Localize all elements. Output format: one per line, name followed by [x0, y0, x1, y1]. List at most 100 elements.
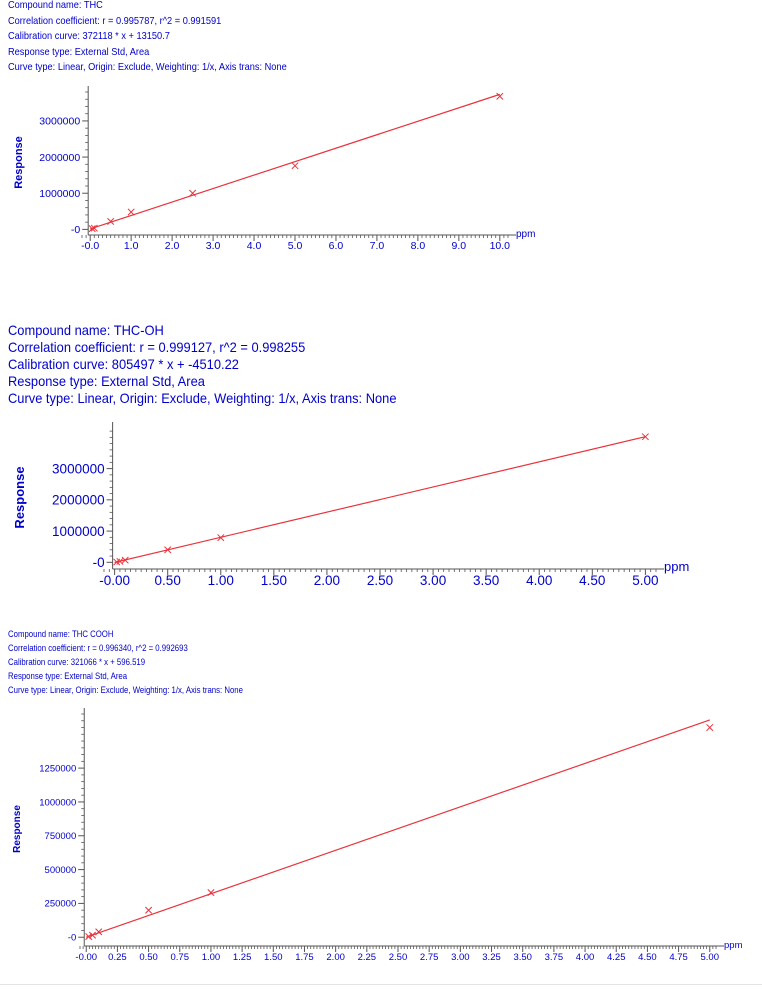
x-tick-label: 7.0: [370, 240, 385, 252]
y-tick-label: 2000000: [52, 493, 105, 508]
data-point: [291, 162, 299, 170]
y-tick-label: 250000: [45, 899, 77, 910]
x-tick-label: 3.00: [420, 573, 446, 588]
compound-name: Compound name: THC COOH: [8, 629, 114, 640]
x-tick-label: 9.0: [452, 240, 467, 252]
calibration-line: [90, 93, 500, 230]
compound-name: Compound name: THC-OH: [8, 322, 164, 338]
data-point: [85, 933, 93, 941]
x-tick-label: 3.50: [513, 952, 532, 963]
y-tick-label: 500000: [45, 865, 77, 876]
calibration-curve: Calibration curve: 372118 * x + 13150.7: [8, 30, 170, 42]
x-tick-label: 0.50: [155, 573, 181, 588]
calibration-curve: Calibration curve: 805497 * x + -4510.22: [8, 356, 239, 372]
x-axis-label: ppm: [516, 229, 535, 240]
divider: [0, 984, 762, 985]
y-tick-label: 1250000: [39, 763, 76, 774]
data-point: [641, 433, 649, 441]
x-tick-label: 1.50: [264, 952, 283, 963]
response-type: Response type: External Std, Area: [8, 671, 128, 682]
data-point: [88, 225, 96, 233]
x-tick-label: 6.0: [329, 240, 344, 252]
x-tick-label: 1.0: [124, 240, 139, 252]
y-tick-label: 3000000: [52, 461, 105, 476]
data-point: [121, 556, 129, 564]
calibration-panel-thc-cooh: Compound name: THC COOH Correlation coef…: [0, 628, 762, 983]
x-tick-label: 3.0: [206, 240, 221, 252]
data-point: [496, 92, 504, 100]
x-tick-label: 4.50: [579, 573, 605, 588]
x-axis-label: ppm: [664, 559, 689, 574]
curve-type: Curve type: Linear, Origin: Exclude, Wei…: [8, 390, 397, 406]
data-point: [127, 208, 135, 216]
data-point: [706, 723, 714, 732]
calibration-panel-thc: Compound name: THC Correlation coefficie…: [0, 0, 762, 270]
x-tick-label: 4.75: [669, 952, 688, 963]
data-point: [217, 534, 225, 542]
data-point: [145, 906, 153, 914]
curve-type: Curve type: Linear, Origin: Exclude, Wei…: [8, 61, 287, 73]
y-tick-label: 750000: [45, 831, 77, 842]
x-tick-label: 1.00: [202, 952, 221, 963]
x-tick-label: 1.00: [208, 573, 234, 588]
x-tick-label: 4.00: [526, 573, 552, 588]
compound-name: Compound name: THC: [8, 0, 103, 11]
x-tick-label: 1.50: [261, 573, 287, 588]
y-tick-label: 1000000: [39, 797, 76, 808]
correlation-coefficient: Correlation coefficient: r = 0.999127, r…: [8, 339, 306, 355]
calibration-curve: Calibration curve: 321066 * x + 596.519: [8, 657, 146, 668]
data-point: [90, 224, 98, 232]
x-tick-label: 2.00: [326, 952, 345, 963]
x-tick-label: 2.00: [314, 573, 340, 588]
x-tick-label: 5.00: [632, 573, 658, 588]
response-type: Response type: External Std, Area: [8, 45, 150, 58]
y-tick-label: 2000000: [39, 152, 80, 164]
x-tick-label: 0.75: [171, 952, 190, 963]
correlation-coefficient: Correlation coefficient: r = 0.995787, r…: [8, 14, 222, 27]
x-tick-label: 2.50: [389, 952, 408, 963]
x-tick-label: 5.00: [701, 952, 720, 963]
x-tick-label: 8.0: [411, 240, 426, 252]
x-tick-label: -0.00: [99, 573, 130, 588]
data-point: [207, 889, 215, 897]
data-point: [107, 217, 115, 225]
y-tick-label: 1000000: [52, 524, 105, 539]
x-tick-label: 1.75: [295, 952, 314, 963]
calibration-panel-thc-oh: Compound name: THC-OH Correlation coeffi…: [0, 322, 762, 592]
x-tick-label: 2.75: [420, 952, 439, 963]
response-type: Response type: External Std, Area: [8, 373, 205, 389]
x-tick-label: -0.00: [75, 952, 97, 963]
calibration-line: [114, 436, 646, 564]
y-tick-label: -0: [71, 224, 80, 236]
x-axis-label: ppm: [724, 940, 743, 951]
x-tick-label: 0.25: [108, 952, 127, 963]
y-tick-label: -0: [93, 555, 105, 570]
y-axis-label: Response: [12, 466, 27, 528]
y-axis-label: Response: [12, 805, 23, 853]
x-tick-label: 10.0: [490, 240, 511, 252]
chart-thc: -0.0 1.0 2.0 3.0 4.0 5.0 6.0 7.0 8.0 9.0 10.0 -0 100…: [13, 86, 535, 252]
x-tick-label: 1.25: [233, 952, 252, 963]
x-tick-label: 2.0: [165, 240, 180, 252]
x-tick-label: 4.0: [247, 240, 262, 252]
compound-header: Compound name: THC COOH Correlation coef…: [8, 628, 243, 698]
y-tick-label: 1000000: [39, 188, 80, 200]
chart-thc-cooh: -0.00 0.25 0.50 0.75 1.00 1.25 1.50 1.75 2.00 2.2…: [12, 708, 743, 963]
data-point: [189, 189, 197, 197]
x-tick-label: 4.50: [638, 952, 657, 963]
chart-thc-oh: -0.00 0.50 1.00 1.50 2.00 2.50 3.00 3.50 4.00 4.5…: [12, 422, 689, 588]
y-axis-label: Response: [13, 136, 25, 189]
correlation-coefficient: Correlation coefficient: r = 0.996340, r…: [8, 643, 188, 654]
curve-type: Curve type: Linear, Origin: Exclude, Wei…: [8, 685, 243, 696]
y-tick-label: -0: [68, 933, 76, 944]
data-point: [88, 931, 97, 939]
y-tick-label: 3000000: [39, 116, 80, 128]
compound-header: Compound name: THC Correlation coefficie…: [8, 0, 287, 76]
x-tick-label: 3.50: [473, 573, 499, 588]
x-tick-label: 4.25: [607, 952, 626, 963]
x-tick-label: 4.00: [576, 952, 595, 963]
x-tick-label: 5.0: [288, 240, 303, 252]
x-tick-label: 2.25: [358, 952, 377, 963]
data-point: [164, 546, 172, 554]
x-tick-label: 2.50: [367, 573, 393, 588]
